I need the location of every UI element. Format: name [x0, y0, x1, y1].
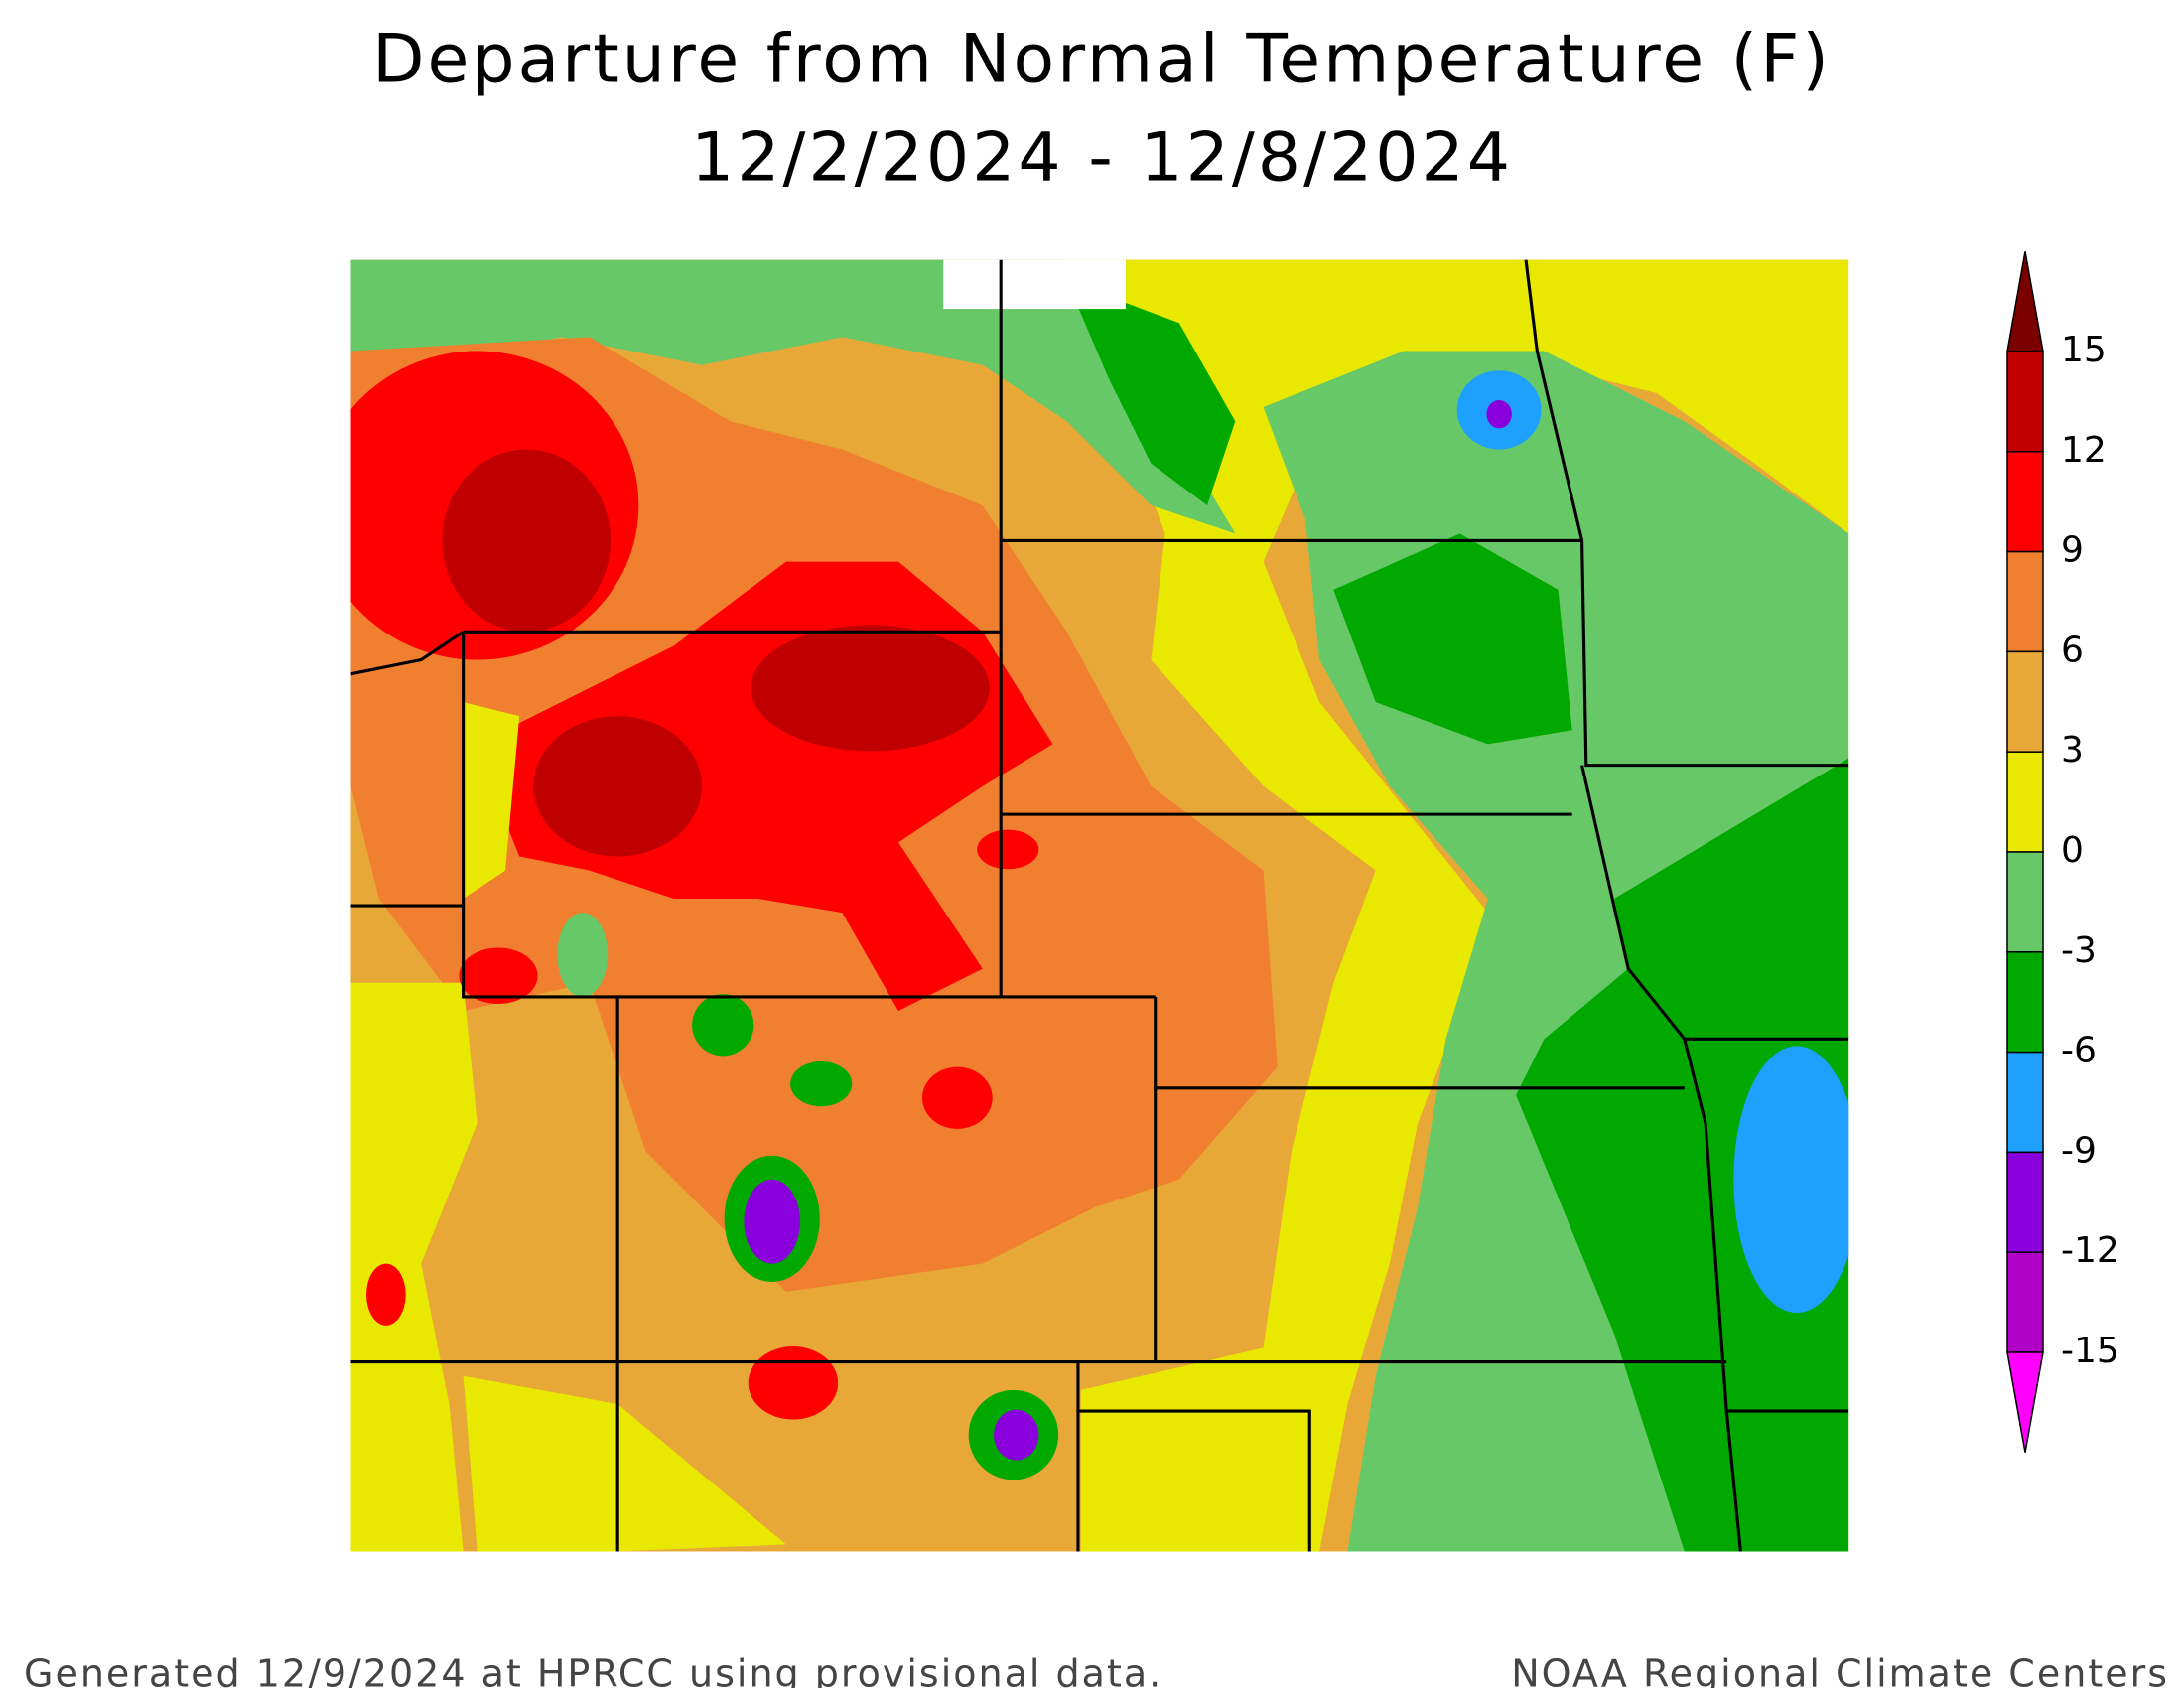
region — [1333, 533, 1572, 745]
region — [366, 1263, 406, 1326]
colorbar-tick-label: 9 — [2061, 530, 2084, 571]
colorbar-segment — [2006, 851, 2044, 953]
region — [1486, 399, 1512, 429]
colorbar-segment — [2006, 751, 2044, 853]
colorbar-tick-label: 3 — [2061, 730, 2084, 771]
colorbar-tick-label: -3 — [2061, 930, 2097, 971]
map — [350, 259, 1849, 1552]
colorbar-tick-label: 6 — [2061, 630, 2084, 670]
region — [790, 1060, 853, 1107]
colorbar-segment — [2006, 1151, 2044, 1253]
colorbar-tick-label: -6 — [2061, 1031, 2097, 1071]
colorbar-segment — [2006, 650, 2044, 753]
region — [442, 449, 612, 633]
colorbar-segment — [2006, 550, 2044, 653]
colorbar-tick-label: 12 — [2061, 430, 2107, 471]
colorbar-tick-label: -9 — [2061, 1130, 2097, 1171]
region — [463, 1375, 786, 1552]
region — [459, 947, 538, 1005]
colorbar-bottom — [2006, 1351, 2044, 1453]
colorbar-tick-label: -12 — [2061, 1230, 2119, 1271]
colorbar-segment — [2006, 1251, 2044, 1353]
region — [557, 913, 609, 997]
region — [350, 982, 478, 1552]
region — [921, 1066, 993, 1129]
region — [1066, 280, 1236, 506]
region — [1516, 758, 1849, 1552]
colorbar-segment — [2006, 351, 2044, 453]
region — [1066, 259, 1849, 1552]
colorbar-segment — [2006, 1051, 2044, 1154]
title: Departure from Normal Temperature (F) — [372, 21, 1832, 99]
region — [744, 1179, 800, 1264]
lake — [943, 259, 1127, 310]
region — [692, 994, 754, 1057]
footer-left: Generated 12/9/2024 at HPRCC using provi… — [24, 1652, 1162, 1689]
region — [748, 1346, 839, 1420]
colorbar-segment — [2006, 451, 2044, 553]
region — [977, 829, 1039, 870]
colorbar: 15 12 9 6 3 0 -3 -6 -9 -12 -15 — [2006, 251, 2119, 1453]
region — [994, 1409, 1039, 1461]
colorbar-tick-label: 0 — [2061, 830, 2084, 871]
colorbar-tick-label: -15 — [2061, 1331, 2119, 1371]
colorbar-top — [2006, 251, 2044, 352]
footer-right: NOAA Regional Climate Centers — [1511, 1652, 2169, 1689]
subtitle: 12/2/2024 - 12/8/2024 — [691, 119, 1513, 198]
region — [350, 259, 1236, 534]
colorbar-tick-label: 15 — [2061, 330, 2107, 370]
region — [751, 625, 990, 752]
region — [1733, 1046, 1849, 1314]
region — [533, 716, 702, 857]
state-border — [350, 259, 1849, 1552]
region — [463, 702, 520, 899]
colorbar-segment — [2006, 951, 2044, 1054]
